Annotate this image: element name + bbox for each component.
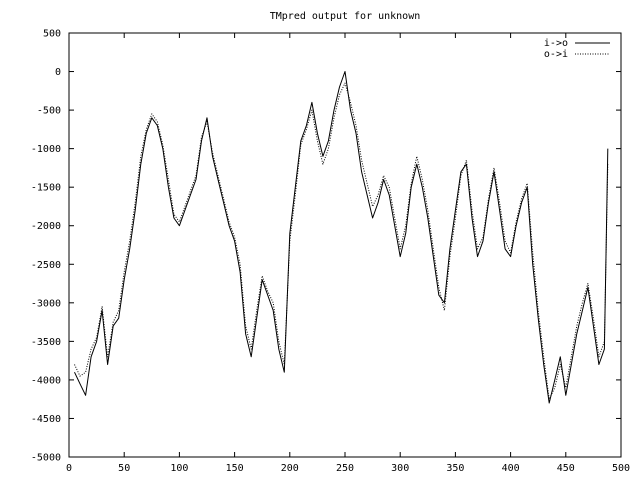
y-tick-label: -2500 bbox=[31, 260, 61, 271]
y-tick-label: -1500 bbox=[31, 183, 61, 194]
x-tick-label: 250 bbox=[336, 463, 354, 474]
x-tick-label: 50 bbox=[118, 463, 130, 474]
x-tick-label: 200 bbox=[281, 463, 299, 474]
y-tick-label: -4500 bbox=[31, 414, 61, 425]
x-tick-label: 100 bbox=[170, 463, 188, 474]
x-tick-label: 500 bbox=[612, 463, 630, 474]
y-axis: 500 0 -500 -1000 -1500 -2000 -2500 -3000 -3500 -4… bbox=[31, 29, 621, 464]
y-tick-label: -4000 bbox=[31, 375, 61, 386]
legend: i->o o->i bbox=[544, 38, 610, 60]
y-tick-label: -1000 bbox=[31, 144, 61, 155]
x-tick-label: 0 bbox=[66, 463, 72, 474]
y-tick-label: 0 bbox=[55, 67, 61, 78]
x-axis: 0 50 100 150 200 250 300 350 400 450 500 bbox=[66, 33, 630, 474]
x-tick-label: 150 bbox=[226, 463, 244, 474]
series-line-i-o bbox=[74, 71, 609, 404]
legend-label-i-o: i->o bbox=[544, 38, 568, 49]
y-tick-label: 500 bbox=[43, 29, 61, 40]
y-tick-label: -5000 bbox=[31, 453, 61, 464]
y-tick-label: -3000 bbox=[31, 298, 61, 309]
y-tick-label: -3500 bbox=[31, 337, 61, 348]
y-tick-label: -2000 bbox=[31, 221, 61, 232]
x-tick-label: 450 bbox=[557, 463, 575, 474]
legend-label-o-i: o->i bbox=[544, 49, 568, 60]
series-layer bbox=[74, 71, 609, 404]
chart-title: TMpred output for unknown bbox=[270, 11, 421, 22]
x-tick-label: 400 bbox=[502, 463, 520, 474]
x-tick-label: 300 bbox=[391, 463, 409, 474]
x-tick-label: 350 bbox=[446, 463, 464, 474]
y-tick-label: -500 bbox=[37, 106, 61, 117]
